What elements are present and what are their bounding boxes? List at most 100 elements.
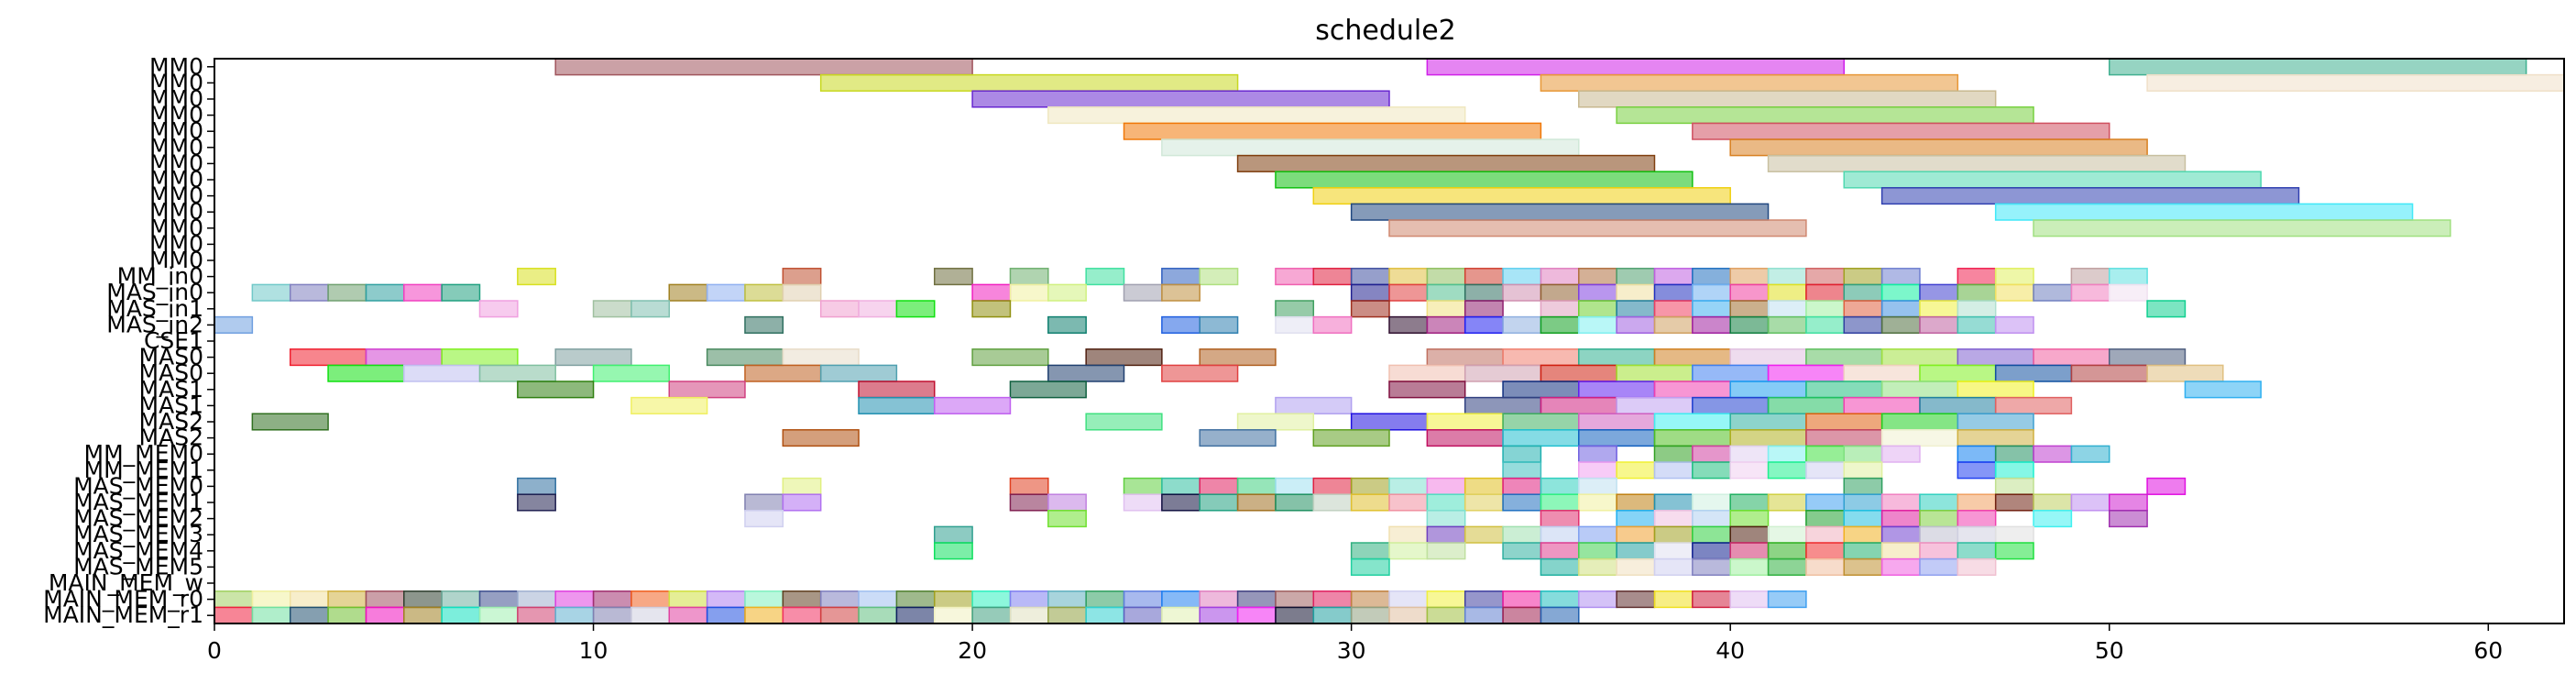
y-tick-label-10: MM0 — [149, 215, 203, 241]
bar-main-mem-r0-366 — [403, 590, 443, 609]
bar-mm-in0-46 — [1843, 268, 1883, 286]
bar-mas1-195 — [1767, 396, 1846, 414]
bar-mm0-4 — [1540, 73, 1959, 92]
bar-mm-mem0-228 — [1805, 445, 1846, 463]
bar-mas-in2-132 — [1880, 315, 1921, 334]
bar-main-mem-r1-415 — [668, 606, 708, 624]
bar-main-mem-r1-404 — [251, 606, 291, 624]
bar-mas0-145 — [1426, 348, 1504, 367]
bar-mas2-220 — [1880, 429, 1959, 447]
bar-mas0-147 — [1578, 348, 1656, 367]
bar-main-mem-r0-376 — [782, 590, 822, 609]
bar-mas-mem3-326 — [1880, 525, 1921, 544]
y-tick-label-24: MM_MEM0 — [84, 440, 203, 467]
bar-main-mem-r0-382 — [1009, 590, 1049, 609]
y-tick-label-17: CSE1 — [144, 327, 203, 354]
y-tick-label-26: MAS_MEM0 — [73, 472, 203, 499]
bar-mas-mem4-347 — [1994, 542, 2034, 560]
bar-main-mem-r0-401 — [1729, 590, 1770, 609]
bar-main-mem-r1-419 — [819, 606, 860, 624]
bar-mm0-20 — [1350, 203, 1770, 221]
bar-mas-mem0-254 — [1312, 477, 1353, 495]
y-tick-label-8: MM0 — [149, 182, 203, 209]
bar-mas2-208 — [1805, 413, 1883, 431]
bar-mm-in0-29 — [1161, 268, 1200, 286]
bar-mas-mem4-337 — [1616, 542, 1656, 560]
bar-mas-mem4-336 — [1578, 542, 1617, 560]
bar-mas1-196 — [1843, 396, 1921, 414]
bar-main-mem-r1-433 — [1350, 606, 1390, 624]
bar-mas-mem5-357 — [1843, 557, 1883, 576]
bar-mm0-16 — [1275, 171, 1694, 189]
bar-mas2-212 — [1199, 429, 1277, 447]
bar-mas2-219 — [1805, 429, 1883, 447]
bar-mas-mem0-250 — [1161, 477, 1200, 495]
bar-mm-in0-34 — [1388, 268, 1429, 286]
bar-mas-mem1-266 — [744, 493, 784, 512]
bar-main-mem-r1-409 — [441, 606, 481, 624]
bar-mm0-0 — [554, 58, 973, 76]
bar-mas-mem0-252 — [1236, 477, 1277, 495]
bar-mas-in0-66 — [1161, 283, 1200, 302]
bar-main-mem-r1-423 — [971, 606, 1012, 624]
bar-main-mem-r1-431 — [1275, 606, 1315, 624]
bar-mas-mem1-275 — [1312, 493, 1353, 512]
bar-mm-in0-51 — [2108, 268, 2148, 286]
bar-mas1-178 — [1388, 381, 1466, 399]
bar-mas-in2-116 — [1199, 315, 1239, 334]
bar-main-mem-r0-375 — [744, 590, 784, 609]
bar-main-mem-r0-371 — [592, 590, 632, 609]
bar-mas-mem0-264 — [2146, 477, 2187, 495]
bar-mm0-1 — [1426, 58, 1846, 76]
bar-mm-mem1-241 — [1767, 461, 1807, 480]
bar-mas-in0-71 — [1502, 283, 1542, 302]
bar-mas0-150 — [1805, 348, 1883, 367]
x-tick-label-20: 20 — [958, 637, 987, 664]
bar-main-mem-r1-434 — [1388, 606, 1429, 624]
x-tick-label-0: 0 — [207, 637, 222, 664]
bar-mas-in0-68 — [1388, 283, 1429, 302]
bar-mas-mem3-319 — [1616, 525, 1656, 544]
bar-mm-in0-40 — [1616, 268, 1656, 286]
bar-main-mem-r0-395 — [1502, 590, 1542, 609]
bar-mas-mem3-318 — [1578, 525, 1617, 544]
bar-mas0-155 — [327, 364, 405, 382]
bar-mas-mem1-272 — [1199, 493, 1239, 512]
y-tick-label-12: MM0 — [149, 247, 203, 273]
bar-mas-in2-122 — [1502, 315, 1542, 334]
bar-mas-mem3-317 — [1540, 525, 1580, 544]
bar-mas-mem2-303 — [1692, 510, 1731, 528]
bar-mas-in2-118 — [1312, 315, 1353, 334]
bar-mm0-15 — [1767, 154, 2187, 172]
bar-mas-in1-109 — [1919, 300, 1959, 318]
y-axis: MM0MM0MM0MM0MM0MM0MM0MM0MM0MM0MM0MM0MM0M… — [43, 53, 214, 628]
bar-mas-mem3-314 — [1426, 525, 1466, 544]
bar-mas-mem1-273 — [1236, 493, 1277, 512]
bar-mas-in2-133 — [1919, 315, 1959, 334]
bar-mas0-151 — [1880, 348, 1959, 367]
bar-mas-mem0-246 — [517, 477, 556, 495]
y-tick-label-16: MAS_in2 — [106, 311, 203, 337]
bar-mm0-17 — [1843, 171, 2262, 189]
bar-main-mem-r0-399 — [1653, 590, 1694, 609]
bar-mm-mem0-229 — [1843, 445, 1883, 463]
bar-mas1-192 — [1540, 396, 1617, 414]
bar-mas-mem4-333 — [1426, 542, 1466, 560]
bar-mas-in2-112 — [214, 315, 254, 334]
bar-mas2-204 — [1502, 413, 1580, 431]
bar-mm-in0-35 — [1426, 268, 1466, 286]
bar-mas2-206 — [1653, 413, 1731, 431]
bar-mas-mem3-325 — [1843, 525, 1883, 544]
bar-mas-in0-86 — [2070, 283, 2110, 302]
bar-mm0-7 — [1578, 90, 1997, 108]
bar-main-mem-r0-384 — [1085, 590, 1125, 609]
bar-mas-mem1-278 — [1426, 493, 1466, 512]
bar-main-mem-r0-389 — [1275, 590, 1315, 609]
bar-mas-in1-110 — [1957, 300, 1997, 318]
y-tick-label-21: MAS1 — [139, 392, 203, 418]
bar-main-mem-r1-428 — [1161, 606, 1200, 624]
bar-mm-in0-30 — [1199, 268, 1239, 286]
bar-mas-mem1-293 — [1994, 493, 2034, 512]
bar-mas-in1-100 — [1578, 300, 1617, 318]
bar-mm-mem1-243 — [1843, 461, 1883, 480]
